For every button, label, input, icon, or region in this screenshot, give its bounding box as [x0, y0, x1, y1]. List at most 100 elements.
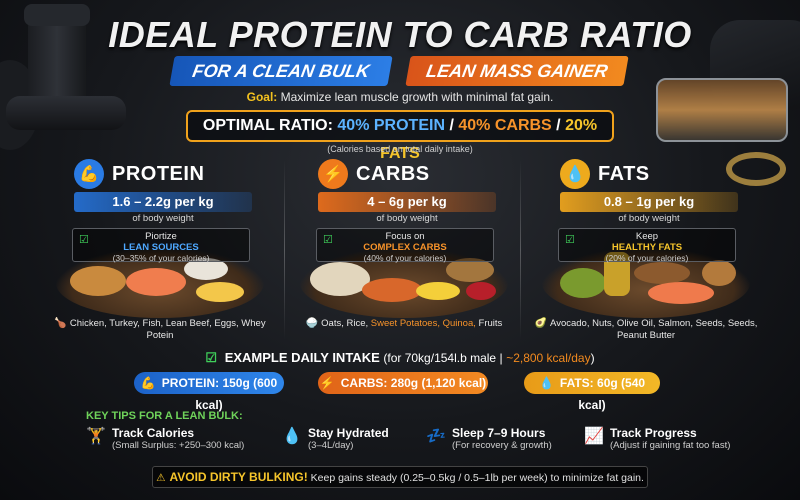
- tip-title: Track Calories: [112, 426, 195, 440]
- carbs-focus-line1: Focus on: [385, 231, 425, 242]
- fats-column: 💧 FATS 0.8 – 1g per kg of body weight ☑ …: [524, 150, 768, 342]
- chart-up-icon: 📈: [584, 428, 604, 445]
- ratio-protein: 40% PROTEIN: [337, 117, 445, 134]
- column-divider: [284, 160, 285, 340]
- measuring-tape-decoration: [726, 152, 786, 186]
- example-close: ): [590, 351, 595, 365]
- flexed-arm-icon: 💪: [74, 159, 104, 189]
- carbs-label: CARBS: [356, 162, 430, 185]
- ratio-separator: /: [449, 117, 454, 134]
- carbs-source-list: 🍚 Oats, Rice, Sweet Potatoes, Quinoa, Fru…: [284, 318, 524, 330]
- fats-intake-text: FATS: 60g (540 kcal): [559, 376, 646, 412]
- olive-oil-bottle-image: [604, 252, 630, 296]
- ratio-separator: /: [556, 117, 561, 134]
- protein-focus-line2: LEAN SOURCES: [123, 242, 199, 253]
- protein-focus-line1: Piortize: [145, 231, 177, 242]
- carbs-list-a: Oats, Rice,: [321, 318, 369, 329]
- tip-sleep: 💤 Sleep 7–9 Hours (For recovery & growth…: [426, 426, 552, 460]
- fats-focus-line1: Keep: [635, 231, 659, 242]
- check-icon: ☑: [205, 350, 218, 365]
- protein-header: 💪 PROTEIN: [74, 158, 246, 190]
- example-label: EXAMPLE DAILY INTAKE: [224, 350, 380, 365]
- dumbbell-icon: 🏋: [86, 428, 106, 445]
- tip-title: Sleep 7–9 Hours: [452, 426, 546, 440]
- ratio-note: (Calories based on total daily intake): [327, 144, 473, 154]
- carbs-focus-box: ☑ Focus on COMPLEX CARBS (40% of your ca…: [316, 228, 494, 263]
- tip-sub: (Adjust if gaining fat too fast): [610, 440, 731, 451]
- water-drop-icon: 💧: [282, 428, 302, 445]
- fats-focus-box: ☑ Keep HEALTHY FATS (20% of your calorie…: [558, 228, 736, 263]
- boiled-egg-image: [196, 282, 244, 302]
- warning-label: AVOID DIRTY BULKING!: [169, 470, 308, 484]
- protein-food-plate-image: [56, 248, 264, 318]
- carbs-list-icon: 🍚: [305, 318, 319, 329]
- fats-label: FATS: [598, 162, 650, 185]
- salmon-image: [648, 282, 714, 304]
- tip-title: Track Progress: [610, 426, 697, 440]
- meal-prep-tray-decoration: [656, 78, 788, 142]
- ratio-prefix: OPTIMAL RATIO:: [202, 117, 333, 134]
- droplet-icon: 💧: [538, 376, 554, 390]
- carbs-focus-line2: COMPLEX CARBS: [363, 242, 447, 253]
- subtitle-right: LEAN MASS GAINER: [405, 56, 629, 86]
- protein-column: 💪 PROTEIN 1.6 – 2.2g per kg of body weig…: [38, 150, 282, 342]
- tip-sub: (3–4L/day): [308, 440, 354, 451]
- lightning-icon: ⚡: [318, 159, 348, 189]
- protein-focus-line3: (30–35% of your calories): [112, 253, 210, 263]
- sleep-icon: 💤: [426, 428, 446, 445]
- carbs-list-b: Sweet Potatoes, Quinoa,: [370, 318, 476, 329]
- quinoa-image: [446, 258, 494, 282]
- fats-focus-line2: HEALTHY FATS: [611, 242, 683, 253]
- rice-bowl-image: [310, 262, 370, 296]
- carbs-column: ⚡ CARBS 4 – 6g per kg of body weight ☑ F…: [282, 150, 526, 342]
- check-icon: ☑: [323, 234, 333, 246]
- tip-track-progress: 📈 Track Progress (Adjust if gaining fat …: [584, 426, 730, 460]
- carbs-intake-pill: ⚡ CARBS: 280g (1,120 kcal): [318, 372, 488, 394]
- tip-sub: (For recovery & growth): [452, 440, 552, 451]
- check-icon: ☑: [79, 234, 89, 246]
- tip-title: Stay Hydrated: [308, 426, 389, 440]
- dumbbell-decoration: [6, 96, 126, 130]
- avocado-image: [560, 268, 606, 298]
- carbs-header: ⚡ CARBS: [318, 158, 490, 190]
- page-title: IDEAL PROTEIN TO CARB RATIO: [108, 14, 692, 55]
- protein-amount: 1.6 – 2.2g per kg: [74, 192, 252, 212]
- warning-icon: ⚠: [156, 472, 166, 484]
- goal-line: Goal: Maximize lean muscle growth with m…: [0, 90, 800, 104]
- droplet-icon: 💧: [560, 159, 590, 189]
- example-intake-line: ☑ EXAMPLE DAILY INTAKE (for 70kg/154l.b …: [0, 350, 800, 366]
- protein-per: of body weight: [132, 213, 194, 224]
- ratio-carbs: 40% CARBS: [458, 117, 552, 134]
- fats-amount: 0.8 – 1g per kg: [560, 192, 738, 212]
- tip-track-calories: 🏋 Track Calories (Small Surplus: +250–30…: [86, 426, 244, 460]
- example-detail: (for 70kg/154l.b male |: [383, 351, 503, 365]
- protein-source-list: 🍗 Chicken, Turkey, Fish, Lean Beef, Eggs,…: [40, 318, 280, 342]
- protein-list-icon: 🍗: [54, 318, 67, 329]
- eggs-image: [184, 258, 228, 280]
- fats-header: 💧 FATS: [560, 158, 732, 190]
- carbs-list-c: Fruits: [478, 318, 503, 329]
- protein-label: PROTEIN: [112, 162, 205, 185]
- tip-stay-hydrated: 💧 Stay Hydrated (3–4L/day): [282, 426, 389, 460]
- fats-per: of body weight: [618, 213, 680, 224]
- warning-banner: ⚠ AVOID DIRTY BULKING! Keep gains steady …: [152, 466, 648, 488]
- column-divider: [520, 160, 521, 340]
- carbs-intake-text: CARBS: 280g (1,120 kcal): [340, 376, 487, 390]
- protein-list-text: Chicken, Turkey, Fish, Lean Beef, Eggs, …: [69, 318, 266, 341]
- protein-intake-pill: 💪 PROTEIN: 150g (600 kcal): [134, 372, 284, 412]
- subtitle-left: FOR A CLEAN BULK: [169, 56, 393, 86]
- salmon-image: [126, 268, 186, 296]
- fats-list-text: Avocado, Nuts, Olive Oil, Salmon, Seeds,…: [550, 318, 758, 341]
- fats-source-list: 🥑 Avocado, Nuts, Olive Oil, Salmon, Seeds…: [526, 318, 766, 342]
- carbs-per: of body weight: [376, 213, 438, 224]
- nuts-image: [634, 262, 690, 284]
- tip-sub: (Small Surplus: +250–300 kcal): [112, 440, 245, 451]
- lightning-icon: ⚡: [319, 376, 335, 390]
- fats-food-plate-image: [542, 248, 750, 318]
- example-kcal: ~2,800 kcal/day: [506, 351, 591, 365]
- goal-label: Goal:: [246, 90, 278, 104]
- tips-title: KEY TIPS FOR A LEAN BULK:: [86, 410, 243, 422]
- berries-image: [466, 282, 496, 300]
- chicken-image: [70, 266, 126, 296]
